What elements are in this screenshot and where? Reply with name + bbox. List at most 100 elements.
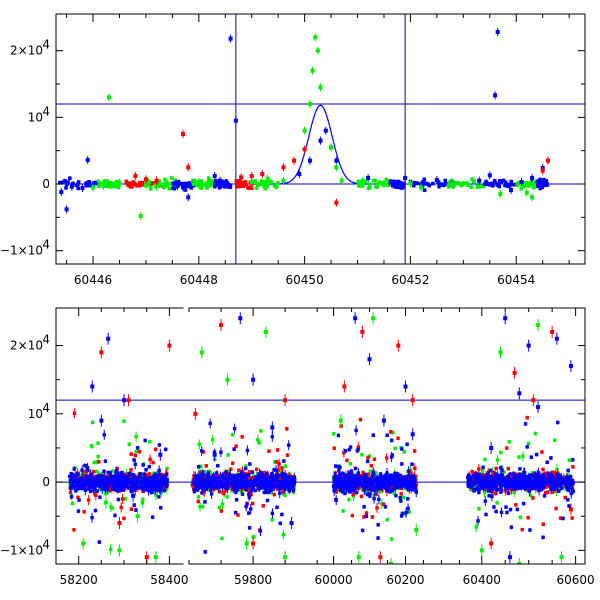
data-point-red <box>242 182 247 187</box>
data-point-blue <box>106 470 110 475</box>
data-point-blue <box>193 483 198 488</box>
data-point-green <box>143 183 148 188</box>
data-point-green <box>111 181 116 186</box>
data-point-blue <box>218 184 222 189</box>
data-point-blue <box>233 478 238 483</box>
data-point-green <box>270 518 274 522</box>
data-point-blue <box>274 478 279 482</box>
data-point-blue <box>269 481 273 485</box>
data-point-red <box>124 179 129 184</box>
data-point-green <box>138 214 143 218</box>
data-point-red <box>243 180 248 184</box>
data-point-blue <box>195 476 199 481</box>
data-point-blue <box>164 447 168 452</box>
data-point-blue <box>70 479 74 484</box>
data-point-blue <box>240 492 245 496</box>
data-point-green <box>108 180 113 185</box>
data-point-blue <box>213 181 217 185</box>
data-point-blue <box>214 179 218 183</box>
data-point-blue <box>198 484 202 488</box>
data-point-blue <box>235 479 239 483</box>
data-point-blue <box>262 483 267 487</box>
data-point-green <box>318 85 323 90</box>
data-point-blue <box>397 183 402 188</box>
data-point-blue <box>286 481 291 485</box>
data-point-blue <box>75 483 80 488</box>
data-point-red <box>226 472 231 477</box>
data-point-red <box>196 499 200 504</box>
data-point-blue <box>539 181 543 185</box>
data-point-blue <box>214 471 219 475</box>
data-point-blue <box>83 475 88 480</box>
data-point-red <box>117 489 121 493</box>
data-point-red <box>86 498 91 502</box>
data-point-blue <box>270 511 275 515</box>
y-tick-label: −1×10 <box>0 244 43 258</box>
data-point-green <box>156 471 160 475</box>
data-point-blue <box>275 505 279 510</box>
data-point-red <box>238 181 243 186</box>
x-tick-label: 60452 <box>391 273 429 287</box>
data-point-green <box>531 185 536 190</box>
data-point-blue <box>80 486 84 490</box>
data-point-green <box>249 180 254 184</box>
data-point-blue <box>399 186 404 190</box>
data-point-blue <box>112 477 116 482</box>
data-point-blue <box>158 481 162 485</box>
data-point-green <box>148 440 152 444</box>
data-point-green <box>269 491 273 495</box>
data-point-red <box>247 486 252 490</box>
data-point-blue <box>109 480 113 484</box>
data-point-green <box>154 184 159 189</box>
data-point-blue <box>88 479 92 483</box>
data-point-blue <box>257 478 261 482</box>
data-point-blue <box>87 183 92 188</box>
data-point-blue <box>204 485 209 490</box>
data-point-red <box>281 490 285 494</box>
data-point-red <box>277 482 282 487</box>
data-point-blue <box>133 462 137 466</box>
data-point-green <box>225 495 229 499</box>
data-point-green <box>197 442 201 447</box>
data-point-blue <box>115 488 119 492</box>
data-point-green <box>160 182 165 187</box>
data-point-green <box>192 178 197 183</box>
data-point-blue <box>279 473 283 478</box>
data-point-blue <box>275 474 280 478</box>
data-point-green <box>307 102 312 106</box>
data-point-blue <box>225 483 230 488</box>
data-point-blue <box>116 476 121 480</box>
data-point-blue <box>95 181 100 186</box>
data-point-blue <box>493 93 498 98</box>
data-point-blue <box>132 458 136 462</box>
data-point-blue <box>262 490 266 495</box>
data-point-green <box>90 444 94 449</box>
data-point-green <box>199 464 203 469</box>
data-point-blue <box>136 486 141 490</box>
data-point-blue <box>143 483 147 487</box>
data-point-blue <box>133 484 138 488</box>
data-point-blue <box>77 477 82 482</box>
data-point-green <box>447 180 452 184</box>
data-point-blue <box>86 468 90 473</box>
data-point-green <box>162 185 166 190</box>
data-point-blue <box>93 483 98 487</box>
data-point-blue <box>69 495 74 499</box>
data-point-green <box>386 179 391 184</box>
data-point-blue <box>222 477 227 482</box>
data-point-blue <box>488 182 492 187</box>
data-point-blue <box>134 478 139 482</box>
data-point-blue <box>197 480 201 485</box>
data-point-blue <box>230 475 234 479</box>
data-point-green <box>256 438 260 442</box>
data-point-blue <box>443 182 448 186</box>
data-point-green <box>103 492 107 496</box>
data-point-blue <box>223 184 227 189</box>
data-point-blue <box>94 481 99 485</box>
y-tick-label: 0 <box>42 177 50 191</box>
data-point-green <box>368 182 372 187</box>
data-point-blue <box>281 478 285 482</box>
data-point-green <box>313 35 318 40</box>
data-point-blue <box>248 462 252 466</box>
data-point-blue <box>93 508 98 513</box>
